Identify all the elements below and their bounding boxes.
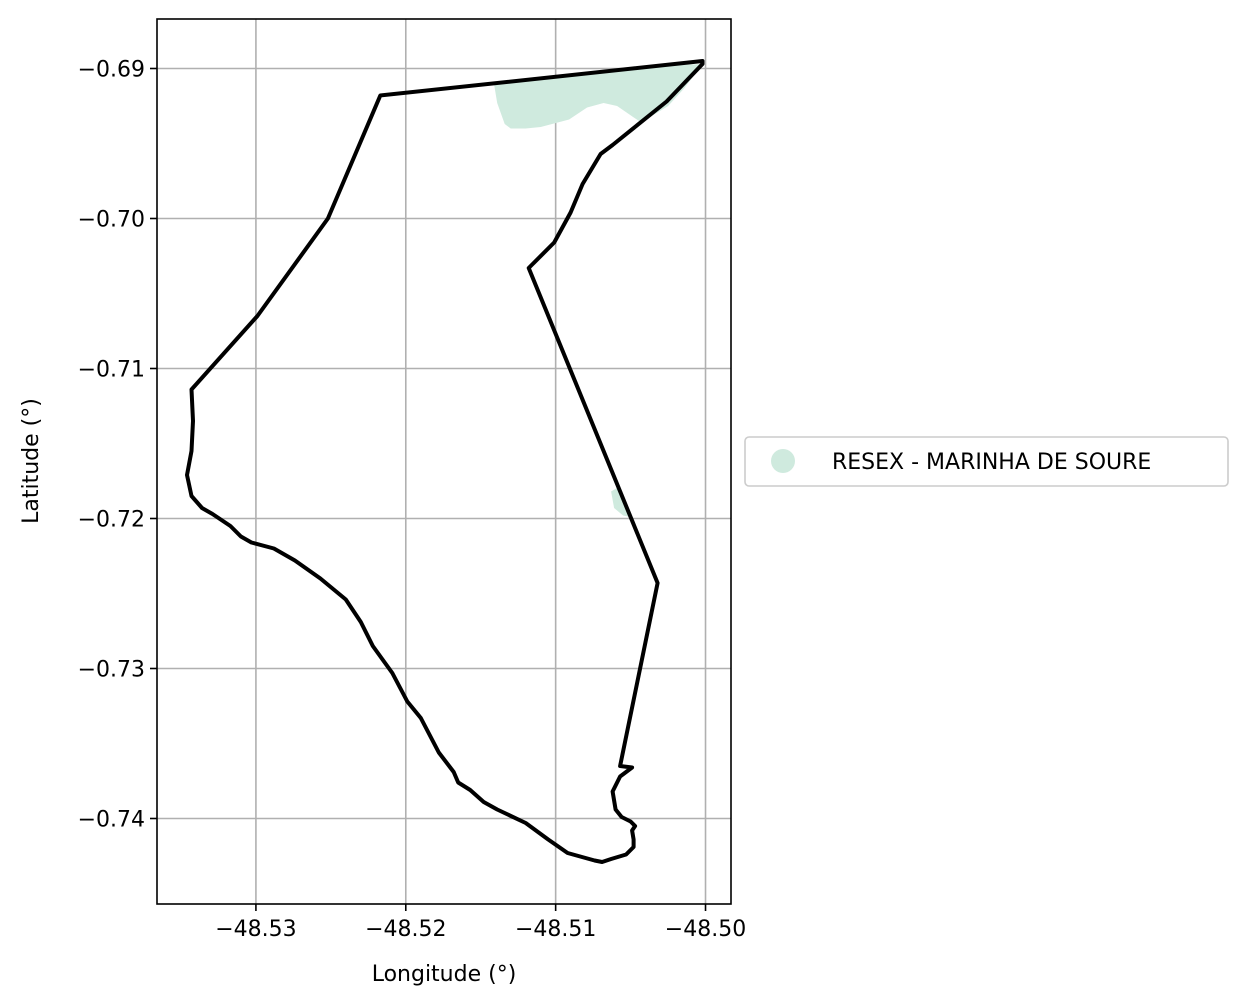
x-tick-label: −48.51: [515, 917, 596, 942]
y-tick-label: −0.70: [78, 208, 145, 233]
legend-frame: [744, 436, 1229, 487]
axes-frame: [156, 18, 732, 905]
legend-label-resex-marinha-de-soure: RESEX - MARINHA DE SOURE: [832, 450, 1151, 475]
x-tick-label: −48.50: [665, 917, 746, 942]
y-tick-label: −0.73: [78, 658, 145, 683]
boundary-outline: [185, 59, 705, 864]
legend: RESEX - MARINHA DE SOURE: [744, 436, 1229, 487]
y-tick-label: −0.74: [78, 808, 145, 833]
y-tick-label: −0.71: [78, 358, 145, 383]
legend-marker-circle-icon: [771, 449, 795, 473]
boundary-outline-layer: [185, 59, 705, 864]
y-axis-ticks: −0.69 −0.70 −0.71 −0.72 −0.73 −0.74: [78, 58, 157, 833]
y-tick-label: −0.72: [78, 508, 145, 533]
x-tick-label: −48.52: [365, 917, 446, 942]
y-axis-title: Latitude (°): [19, 398, 44, 524]
y-gridlines: [157, 67, 731, 820]
x-axis-title: Longitude (°): [372, 962, 517, 987]
plot-area: [157, 19, 731, 904]
x-gridlines: [255, 19, 707, 904]
x-axis-ticks: −48.53 −48.52 −48.51 −48.50: [215, 904, 746, 942]
x-tick-label: −48.53: [215, 917, 296, 942]
y-tick-label: −0.69: [78, 58, 145, 83]
